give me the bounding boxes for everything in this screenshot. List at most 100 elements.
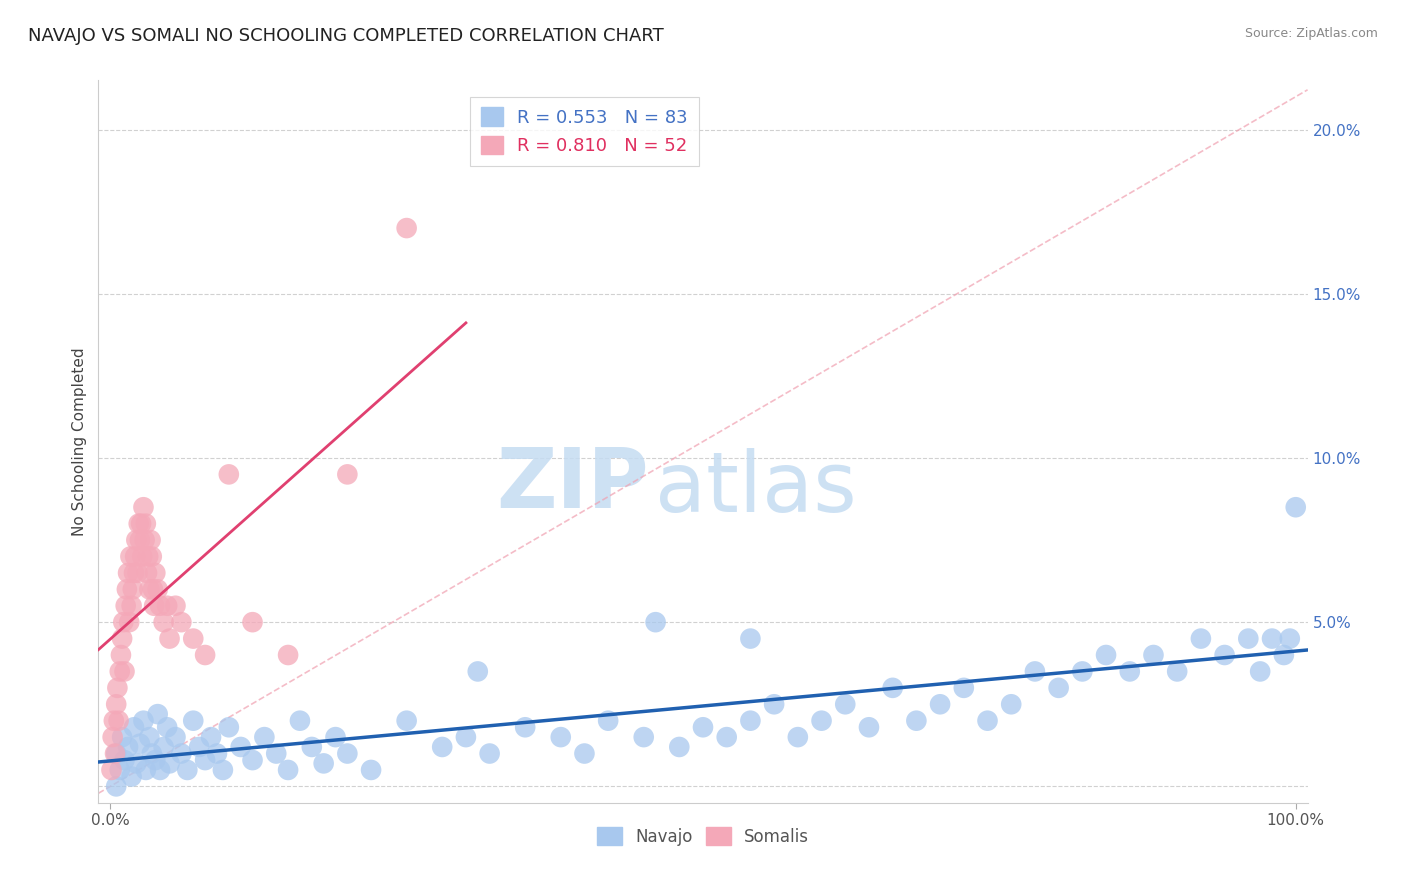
Point [1249, 665, 1271, 679]
Point [336, 747, 359, 761]
Point [110, 648, 132, 662]
Point [200, 730, 222, 744]
Point [1272, 648, 1295, 662]
Point [138, 730, 160, 744]
Point [170, 747, 193, 761]
Point [121, 770, 143, 784]
Point [395, 714, 418, 728]
Point [159, 756, 181, 771]
Point [716, 730, 738, 744]
Point [165, 599, 187, 613]
Point [858, 720, 880, 734]
Point [121, 582, 143, 597]
Point [105, 681, 128, 695]
Point [132, 714, 155, 728]
Point [218, 467, 240, 482]
Point [132, 500, 155, 515]
Point [181, 714, 204, 728]
Point [139, 533, 162, 547]
Point [107, 714, 129, 728]
Point [253, 730, 276, 744]
Point [194, 648, 217, 662]
Point [146, 707, 169, 722]
Point [135, 516, 157, 531]
Point [181, 632, 204, 646]
Point [467, 665, 489, 679]
Point [129, 516, 152, 531]
Point [1142, 648, 1164, 662]
Point [156, 720, 179, 734]
Point [129, 533, 152, 547]
Point [111, 632, 134, 646]
Point [143, 753, 166, 767]
Point [176, 763, 198, 777]
Point [1047, 681, 1070, 695]
Point [598, 714, 620, 728]
Point [134, 533, 156, 547]
Text: NAVAJO VS SOMALI NO SCHOOLING COMPLETED CORRELATION CHART: NAVAJO VS SOMALI NO SCHOOLING COMPLETED … [28, 27, 664, 45]
Point [929, 698, 952, 712]
Point [432, 739, 454, 754]
Point [325, 730, 347, 744]
Y-axis label: No Schooling Completed: No Schooling Completed [72, 347, 87, 536]
Point [141, 747, 163, 761]
Point [834, 698, 856, 712]
Point [301, 739, 323, 754]
Point [103, 714, 125, 728]
Point [882, 681, 904, 695]
Point [128, 516, 150, 531]
Point [129, 737, 152, 751]
Legend: Navajo, Somalis: Navajo, Somalis [591, 821, 815, 852]
Point [136, 549, 159, 564]
Point [1213, 648, 1236, 662]
Point [976, 714, 998, 728]
Point [143, 599, 166, 613]
Point [138, 582, 160, 597]
Point [212, 763, 235, 777]
Point [146, 582, 169, 597]
Point [1000, 698, 1022, 712]
Point [108, 763, 131, 777]
Point [135, 763, 157, 777]
Point [117, 739, 139, 754]
Point [152, 615, 174, 630]
Point [1024, 665, 1046, 679]
Text: atlas: atlas [655, 448, 856, 529]
Point [1189, 632, 1212, 646]
Point [124, 549, 146, 564]
Point [105, 747, 128, 761]
Point [277, 763, 299, 777]
Point [131, 549, 153, 564]
Point [108, 665, 131, 679]
Point [395, 221, 418, 235]
Point [205, 747, 228, 761]
Point [170, 615, 193, 630]
Point [1261, 632, 1284, 646]
Point [194, 753, 217, 767]
Point [111, 730, 134, 744]
Point [264, 747, 287, 761]
Point [142, 582, 165, 597]
Point [1237, 632, 1260, 646]
Point [277, 648, 299, 662]
Point [120, 549, 142, 564]
Point [692, 720, 714, 734]
Point [905, 714, 928, 728]
Point [1119, 665, 1142, 679]
Point [149, 763, 172, 777]
Point [1071, 665, 1094, 679]
Point [152, 739, 174, 754]
Point [288, 714, 311, 728]
Text: ZIP: ZIP [496, 444, 648, 525]
Point [118, 615, 141, 630]
Point [141, 549, 163, 564]
Point [810, 714, 832, 728]
Point [218, 720, 240, 734]
Point [740, 632, 762, 646]
Point [763, 698, 786, 712]
Point [115, 582, 138, 597]
Point [336, 467, 359, 482]
Point [360, 763, 382, 777]
Point [786, 730, 808, 744]
Point [668, 739, 690, 754]
